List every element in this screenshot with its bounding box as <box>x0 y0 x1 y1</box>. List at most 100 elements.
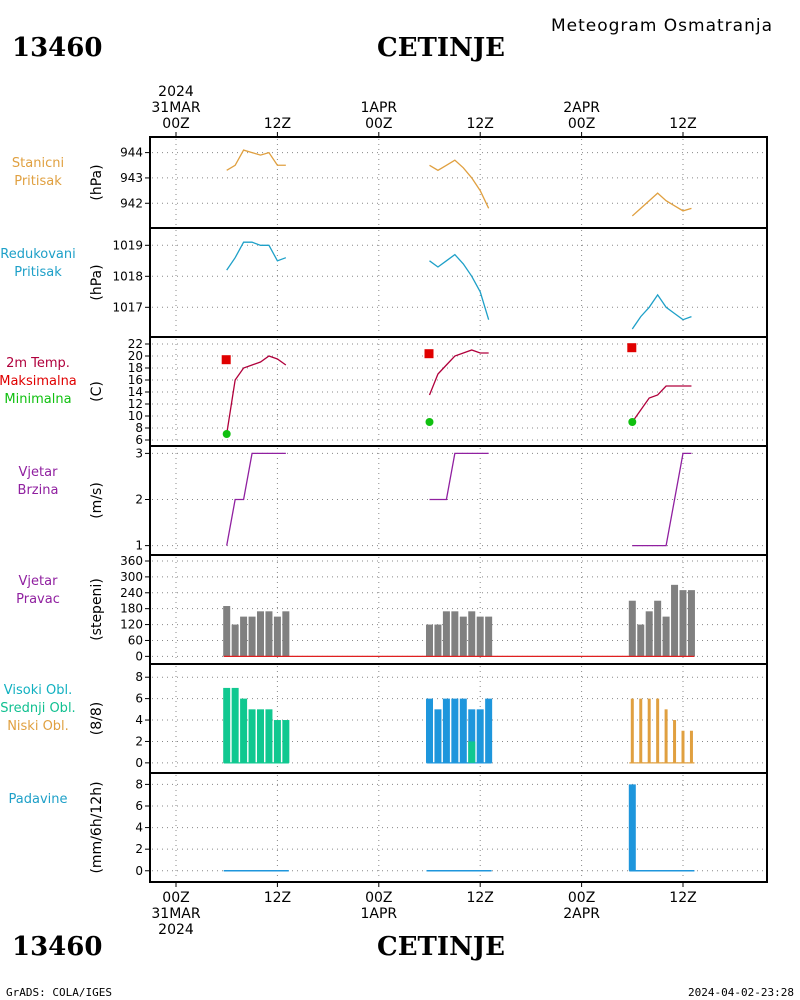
time-tick-label: 12Z <box>466 116 493 132</box>
panel-label: Pritisak <box>14 265 62 280</box>
bar-cloud_cover <box>459 698 467 763</box>
time-tick-label: 1APR <box>360 100 397 116</box>
y-tick-label: 14 <box>128 385 143 399</box>
series-line-station_pressure-2 <box>631 192 692 217</box>
bar-wind_direction <box>248 616 256 657</box>
time-tick-label: 31MAR <box>151 100 200 116</box>
y-tick-label: 0 <box>135 864 143 878</box>
timestamp-text: 2024-04-02-23:28 <box>688 986 794 999</box>
time-tick-label: 31MAR <box>151 906 200 922</box>
panel-label: Niski Obl. <box>7 719 69 734</box>
y-tick-label: 8 <box>135 670 143 684</box>
product-title: Meteogram Osmatranja <box>551 16 773 36</box>
panels: 942943944(hPa)StanicniPritisak1017101810… <box>0 136 768 883</box>
y-axis-unit: (hPa) <box>89 264 105 300</box>
bar-wind_direction <box>442 611 450 657</box>
time-tick-label: 2024 <box>158 922 194 938</box>
bar-wind_direction <box>468 611 476 657</box>
bar-cloud_cover <box>282 720 290 763</box>
time-tick-label: 12Z <box>264 116 291 132</box>
bar-cloud_cover <box>681 730 685 763</box>
series-line-wind_speed-1 <box>429 452 489 501</box>
bar-wind_direction <box>451 611 459 657</box>
series-line-reduced_pressure-1 <box>429 253 490 320</box>
bar-wind_direction <box>645 611 653 657</box>
max-temp-point <box>627 343 637 353</box>
max-temp-point <box>424 349 434 359</box>
panel-label: 2m Temp. <box>6 356 70 371</box>
bar-wind_direction <box>671 584 679 657</box>
bar-precipitation <box>628 784 636 871</box>
station-id-bottom: 13460 <box>12 932 102 962</box>
time-tick-label: 12Z <box>264 890 291 906</box>
bar-wind_direction <box>637 624 645 657</box>
time-tick-label: 00Z <box>568 116 595 132</box>
y-tick-label: 1017 <box>112 300 143 314</box>
y-tick-label: 942 <box>120 196 143 210</box>
y-axis-unit: (hPa) <box>89 164 105 200</box>
bar-cloud_cover <box>468 709 476 763</box>
series-line-reduced_pressure-0 <box>226 241 287 271</box>
y-tick-label: 300 <box>120 570 143 584</box>
series-line-wind_speed-2 <box>632 452 692 547</box>
series-line-station_pressure-0 <box>226 149 286 171</box>
y-tick-label: 1 <box>135 539 143 553</box>
bar-cloud_cover <box>664 709 668 763</box>
time-tick-label: 2024 <box>158 84 194 100</box>
series-line-temperature_2m-1 <box>428 349 489 396</box>
y-tick-label: 4 <box>135 713 143 727</box>
max-temp-point <box>221 355 231 365</box>
y-tick-label: 2 <box>135 842 143 856</box>
bar-cloud_cover <box>656 698 660 763</box>
panel-label: Minimalna <box>4 392 71 407</box>
series-line-temperature_2m-2 <box>631 385 692 423</box>
bar-cloud_cover <box>442 698 450 763</box>
bar-cloud_cover <box>639 698 643 763</box>
time-tick-label: 00Z <box>365 890 392 906</box>
panel-station_pressure: 942 943 944 (hPa) Stanicni Pritisak <box>12 136 768 229</box>
panel-label: Vjetar <box>19 574 59 589</box>
bar-wind_direction <box>485 616 493 657</box>
y-tick-label: 16 <box>128 373 143 387</box>
bar-wind_direction <box>426 624 433 657</box>
bar-cloud_cover <box>257 709 264 763</box>
bar-cloud_cover <box>231 687 239 763</box>
y-tick-label: 1018 <box>112 269 143 283</box>
y-tick-label: 180 <box>120 602 143 616</box>
credit-text: GrADS: COLA/IGES <box>6 986 112 999</box>
y-tick-label: 6 <box>135 692 143 706</box>
y-axis-unit: (stepeni) <box>89 578 105 641</box>
y-tick-label: 60 <box>128 633 143 647</box>
y-tick-label: 943 <box>120 171 143 185</box>
bar-wind_direction <box>662 616 670 657</box>
y-tick-label: 1019 <box>112 238 143 252</box>
panel-label: Visoki Obl. <box>4 683 72 698</box>
time-tick-label: 00Z <box>365 116 392 132</box>
bar-overlay-cloud_cover <box>468 741 476 763</box>
bar-cloud_cover <box>476 709 484 763</box>
y-tick-label: 22 <box>128 337 143 351</box>
panel-cloud_cover: 0 2 4 6 8 (8/8) Visoki Obl. Srednji Obl. Niski O… <box>0 663 768 774</box>
min-temp-point <box>628 418 637 426</box>
bar-cloud_cover <box>265 709 273 763</box>
bar-wind_direction <box>679 590 687 657</box>
panel-label: Pritisak <box>14 174 62 189</box>
bar-cloud_cover <box>673 720 677 763</box>
min-temp-point <box>222 430 231 438</box>
y-tick-label: 2 <box>135 493 143 507</box>
time-tick-label: 00Z <box>162 890 189 906</box>
y-tick-label: 18 <box>128 361 143 375</box>
bar-cloud_cover <box>223 687 231 763</box>
bar-wind_direction <box>282 611 290 657</box>
bar-cloud_cover <box>248 709 256 763</box>
y-tick-label: 944 <box>120 146 143 160</box>
time-tick-label: 12Z <box>669 116 696 132</box>
y-axis-unit: (8/8) <box>89 702 105 735</box>
bar-cloud_cover <box>240 698 248 763</box>
bar-wind_direction <box>434 624 442 657</box>
y-tick-label: 360 <box>120 554 143 568</box>
bar-wind_direction <box>654 600 662 657</box>
